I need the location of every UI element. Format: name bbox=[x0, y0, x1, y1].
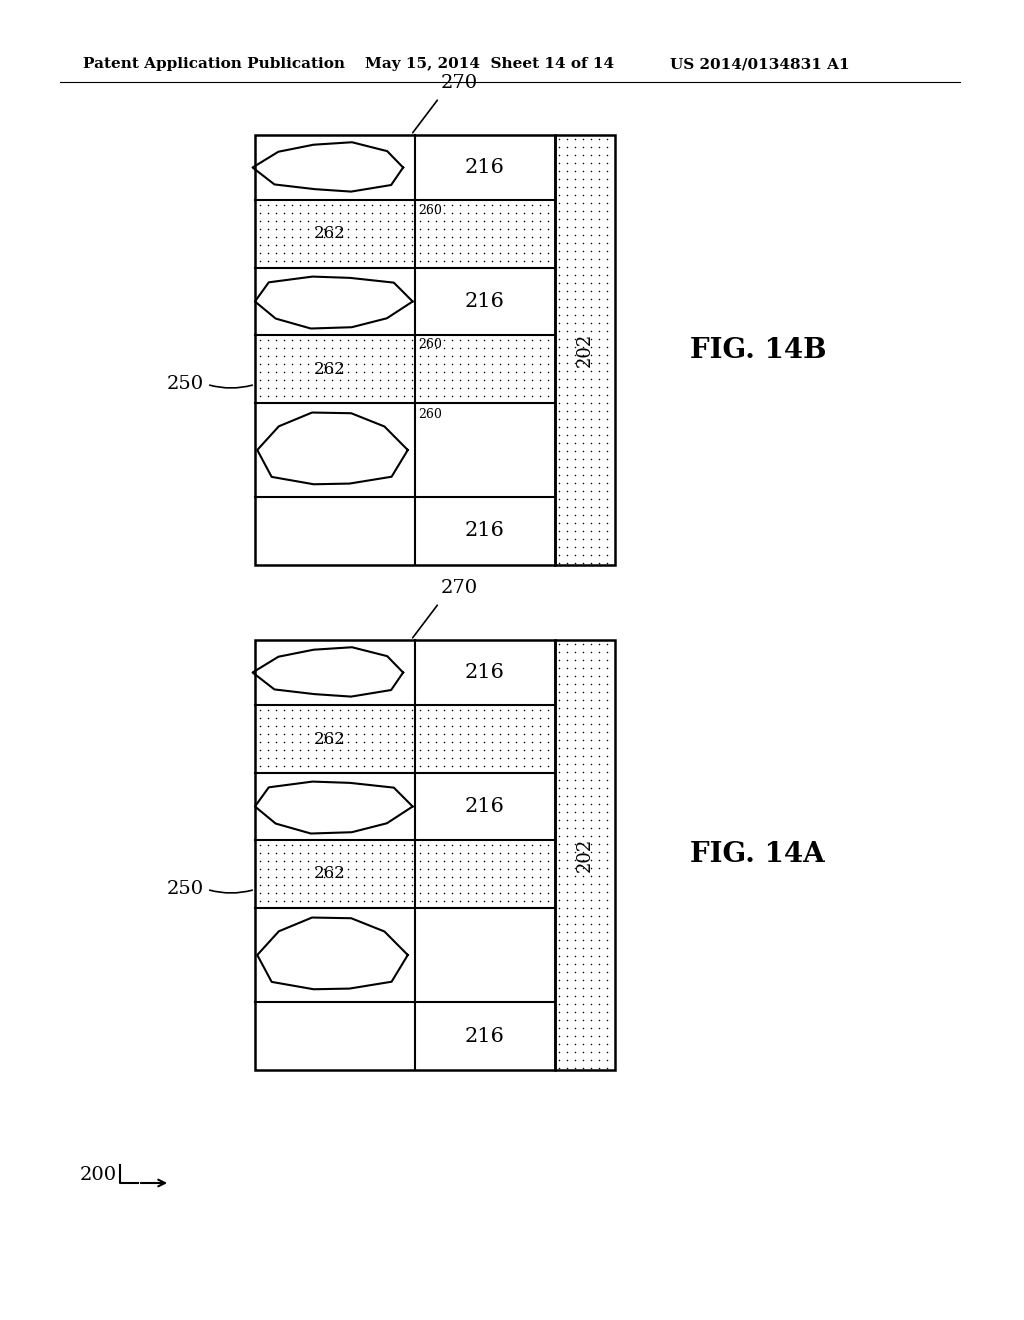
Text: 262: 262 bbox=[314, 226, 346, 243]
Text: 216: 216 bbox=[465, 521, 505, 540]
Text: 250: 250 bbox=[167, 880, 204, 899]
Text: 260: 260 bbox=[418, 338, 442, 351]
Text: 250: 250 bbox=[167, 375, 204, 393]
Text: 202: 202 bbox=[575, 838, 594, 873]
Text: 202: 202 bbox=[575, 333, 594, 367]
Text: 216: 216 bbox=[465, 797, 505, 816]
Text: 216: 216 bbox=[465, 292, 505, 312]
Text: 270: 270 bbox=[441, 579, 478, 597]
Text: 200: 200 bbox=[80, 1166, 117, 1184]
Text: US 2014/0134831 A1: US 2014/0134831 A1 bbox=[670, 57, 850, 71]
Text: 262: 262 bbox=[314, 730, 346, 747]
Text: 262: 262 bbox=[314, 360, 346, 378]
Text: 270: 270 bbox=[441, 74, 478, 92]
Text: 260: 260 bbox=[418, 203, 442, 216]
Bar bbox=[555, 640, 615, 1071]
Text: FIG. 14A: FIG. 14A bbox=[690, 842, 824, 869]
Text: 260: 260 bbox=[418, 408, 442, 421]
Text: Patent Application Publication: Patent Application Publication bbox=[83, 57, 345, 71]
Text: 216: 216 bbox=[465, 663, 505, 682]
Text: 216: 216 bbox=[465, 1027, 505, 1045]
Bar bbox=[555, 135, 615, 565]
Bar bbox=[255, 640, 555, 1071]
Text: FIG. 14B: FIG. 14B bbox=[690, 337, 826, 363]
Text: 216: 216 bbox=[465, 158, 505, 177]
Text: 262: 262 bbox=[314, 866, 346, 883]
Text: May 15, 2014  Sheet 14 of 14: May 15, 2014 Sheet 14 of 14 bbox=[365, 57, 614, 71]
Bar bbox=[255, 135, 555, 565]
